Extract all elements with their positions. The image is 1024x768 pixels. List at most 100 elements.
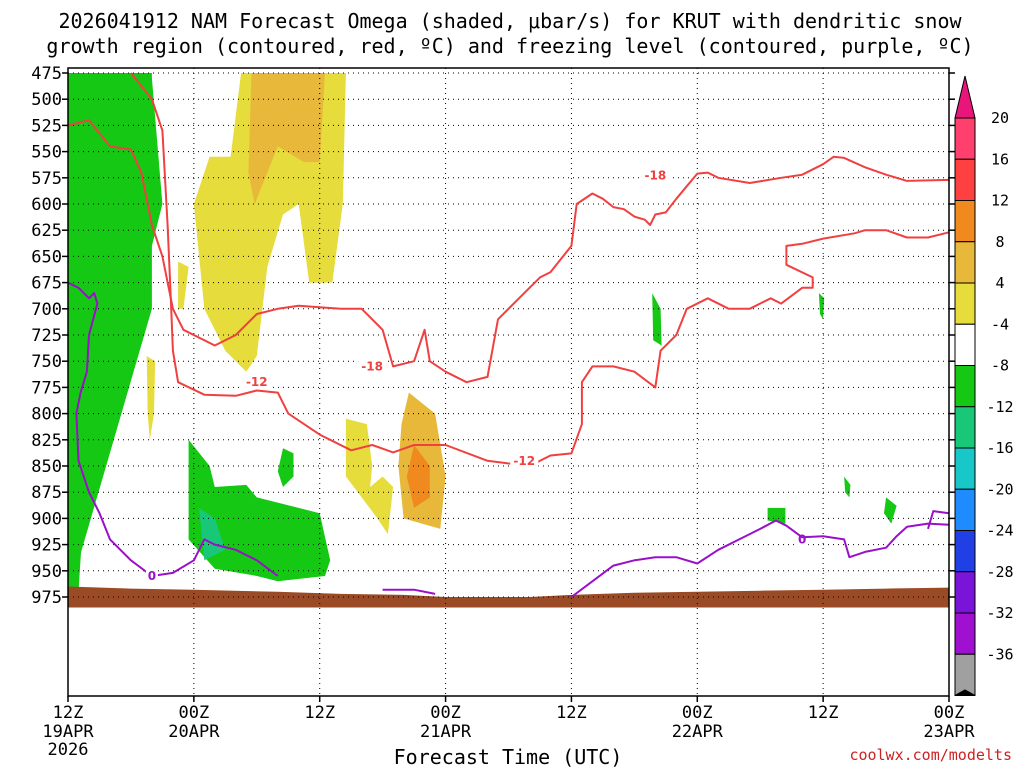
colorbar-label-16: 16 bbox=[991, 150, 1009, 168]
y-tick-label-725: 725 bbox=[31, 326, 62, 346]
y-tick-label-500: 500 bbox=[31, 90, 62, 110]
colorbar-label--8: -8 bbox=[991, 357, 1009, 375]
y-tick-label-825: 825 bbox=[31, 431, 62, 451]
omega-region-9 bbox=[818, 293, 825, 320]
x-tick-date-1: 20APR bbox=[168, 722, 220, 742]
freezing-contour-line-2 bbox=[570, 519, 950, 598]
y-tick-label-800: 800 bbox=[31, 405, 62, 425]
freezing-contour-label-0-1: 0 bbox=[798, 532, 806, 546]
y-tick-label-625: 625 bbox=[31, 221, 62, 241]
colorbar-swatch-6 bbox=[954, 365, 976, 408]
y-tick-label-925: 925 bbox=[31, 536, 62, 556]
omega-region-8 bbox=[767, 507, 786, 524]
colorbar-swatch-8 bbox=[954, 447, 976, 490]
dgz-contour-label-bg-0-1 bbox=[358, 358, 387, 374]
colorbar-swatch-0 bbox=[954, 117, 976, 160]
y-tick-label-600: 600 bbox=[31, 195, 62, 215]
y-tick-label-675: 675 bbox=[31, 274, 62, 294]
grid-lines bbox=[68, 68, 949, 696]
y-tick-label-550: 550 bbox=[31, 143, 62, 163]
colorbar-swatch-7 bbox=[954, 406, 976, 449]
chart-title-line2: growth region (contoured, red, ºC) and f… bbox=[46, 34, 973, 58]
omega-region-16 bbox=[248, 73, 325, 204]
y-tick-label-900: 900 bbox=[31, 509, 62, 529]
colorbar-swatch-10 bbox=[954, 530, 976, 573]
colorbar-label--32: -32 bbox=[986, 604, 1013, 622]
colorbar-swatch-2 bbox=[954, 200, 976, 243]
colorbar-top-arrow bbox=[954, 75, 976, 119]
colorbar-label--28: -28 bbox=[986, 563, 1013, 581]
colorbar-label--36: -36 bbox=[986, 645, 1013, 663]
colorbar-swatch-1 bbox=[954, 158, 976, 201]
freezing-contour-label-0-0: 0 bbox=[148, 569, 156, 583]
x-tick-date-3: 21APR bbox=[420, 722, 472, 742]
dgz-contour-label-1-0: -12 bbox=[246, 375, 268, 389]
omega-region-13 bbox=[178, 261, 189, 309]
x-tick-date-5: 22APR bbox=[672, 722, 724, 742]
x-axis-label: Forecast Time (UTC) bbox=[394, 745, 623, 768]
colorbar-swatch-13 bbox=[954, 653, 976, 696]
dgz-contour-line-0 bbox=[67, 119, 950, 384]
freezing-contour-label-bg-0-0 bbox=[145, 568, 158, 584]
colorbar-label--24: -24 bbox=[986, 522, 1013, 540]
colorbar-swatch-5 bbox=[954, 323, 976, 366]
dgz-contour-line-1 bbox=[130, 72, 950, 467]
x-tick-date-0: 19APR bbox=[42, 722, 94, 742]
x-tick-label-3: 00Z bbox=[430, 703, 461, 723]
y-tick-label-975: 975 bbox=[31, 588, 62, 608]
colorbar-bottom-arrow bbox=[954, 689, 976, 696]
y-tick-label-750: 750 bbox=[31, 352, 62, 372]
y-axis-ticks: 475 500 525 550 575 600 625 650 675 700 725 750 775 8… bbox=[31, 64, 955, 608]
dgz-contour-label-0-0: -18 bbox=[644, 169, 666, 183]
omega-region-11 bbox=[884, 497, 897, 524]
x-tick-label-6: 12Z bbox=[808, 703, 839, 723]
colorbar: 20 16 12 8 4 -4 -8 -12 -16 -20 -24 -28 -32 -36 bbox=[954, 75, 1014, 696]
y-tick-label-875: 875 bbox=[31, 483, 62, 503]
x-tick-year-0: 2026 bbox=[48, 740, 89, 760]
x-tick-label-4: 12Z bbox=[556, 703, 587, 723]
y-tick-label-775: 775 bbox=[31, 378, 62, 398]
x-tick-date-7: 23APR bbox=[923, 722, 975, 742]
colorbar-label-4: 4 bbox=[995, 274, 1004, 292]
colorbar-label--20: -20 bbox=[986, 480, 1013, 498]
x-tick-label-1: 00Z bbox=[178, 703, 209, 723]
colorbar-label-20: 20 bbox=[991, 109, 1009, 127]
y-tick-label-575: 575 bbox=[31, 169, 62, 189]
dgz-contour-label-bg-0-0 bbox=[641, 167, 670, 183]
y-tick-label-525: 525 bbox=[31, 116, 62, 136]
freezing-contour-line-3 bbox=[927, 510, 950, 530]
colorbar-swatch-4 bbox=[954, 282, 976, 325]
colorbar-swatch-3 bbox=[954, 241, 976, 284]
freezing-contour-line-1 bbox=[382, 588, 436, 595]
omega-region-5 bbox=[199, 507, 226, 561]
colorbar-label--12: -12 bbox=[986, 398, 1013, 416]
y-tick-label-850: 850 bbox=[31, 457, 62, 477]
credit-text: coolwx.com/modelts bbox=[849, 746, 1012, 764]
chart-title-line1: 2026041912 NAM Forecast Omega (shaded, μ… bbox=[58, 9, 962, 33]
omega-region-14 bbox=[146, 356, 156, 440]
dgz-contour-label-0-1: -18 bbox=[361, 359, 383, 373]
colorbar-swatch-12 bbox=[954, 612, 976, 655]
y-tick-label-950: 950 bbox=[31, 562, 62, 582]
colorbar-label--4: -4 bbox=[991, 315, 1009, 333]
colorbar-label--16: -16 bbox=[986, 439, 1013, 457]
colorbar-swatch-9 bbox=[954, 488, 976, 531]
y-tick-label-475: 475 bbox=[31, 64, 62, 84]
omega-region-18 bbox=[406, 445, 430, 508]
colorbar-swatch-11 bbox=[954, 571, 976, 614]
x-tick-label-0: 12Z bbox=[53, 703, 84, 723]
x-tick-label-7: 00Z bbox=[934, 703, 965, 723]
dgz-contour-label-1-1: -12 bbox=[513, 454, 535, 468]
colorbar-label-8: 8 bbox=[995, 233, 1004, 251]
colorbar-label-12: 12 bbox=[991, 192, 1009, 210]
x-tick-label-2: 12Z bbox=[304, 703, 335, 723]
y-tick-label-650: 650 bbox=[31, 247, 62, 267]
y-tick-label-700: 700 bbox=[31, 300, 62, 320]
freezing-contour-line-0 bbox=[67, 281, 279, 577]
x-tick-label-5: 00Z bbox=[682, 703, 713, 723]
dgz-contour-label-bg-1-1 bbox=[510, 452, 539, 468]
dgz-contour-label-bg-1-0 bbox=[242, 374, 271, 390]
contour-lines: -18 -18 -12 -12 0 0 bbox=[67, 72, 950, 598]
